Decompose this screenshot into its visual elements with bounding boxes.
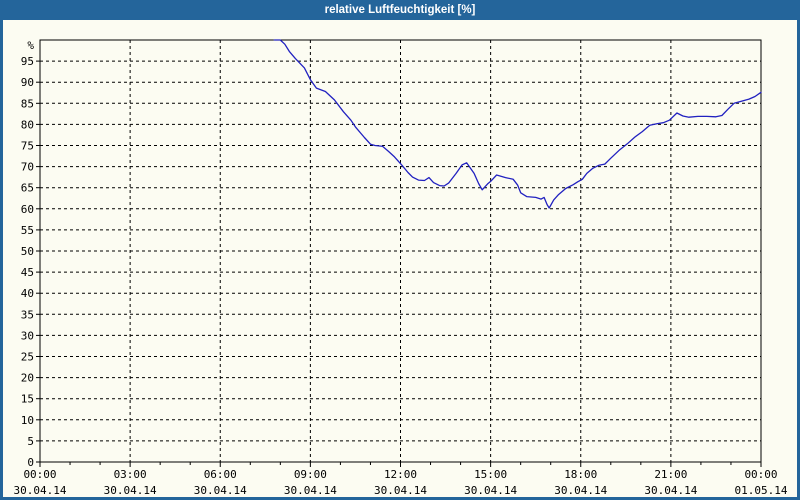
x-axis-date-label: 30.04.14 xyxy=(104,484,157,497)
y-axis-label: 5 xyxy=(27,435,34,448)
x-axis-time-label: 03:00 xyxy=(114,468,147,481)
y-axis-label: 90 xyxy=(21,76,34,89)
x-axis-date-label: 30.04.14 xyxy=(464,484,517,497)
y-axis-label: 35 xyxy=(21,308,34,321)
x-axis-date-label: 30.04.14 xyxy=(14,484,67,497)
y-axis-label: 40 xyxy=(21,287,34,300)
y-axis-label: 80 xyxy=(21,118,34,131)
x-axis-date-label: 30.04.14 xyxy=(554,484,607,497)
x-axis-time-label: 12:00 xyxy=(384,468,417,481)
x-axis-time-label: 06:00 xyxy=(204,468,237,481)
y-axis-label: 25 xyxy=(21,351,34,364)
x-axis-date-label: 30.04.14 xyxy=(374,484,427,497)
x-axis-date-label: 30.04.14 xyxy=(644,484,697,497)
y-axis-label: 65 xyxy=(21,182,34,195)
x-axis-time-label: 15:00 xyxy=(474,468,507,481)
x-axis-date-label: 01.05.14 xyxy=(735,484,788,497)
y-axis-label: 70 xyxy=(21,161,34,174)
x-axis-time-label: 09:00 xyxy=(294,468,327,481)
y-axis-label: 50 xyxy=(21,245,34,258)
chart-title: relative Luftfeuchtigkeit [%] xyxy=(324,4,476,16)
y-axis-label: 30 xyxy=(21,329,34,342)
title-bar: relative Luftfeuchtigkeit [%] xyxy=(0,0,800,20)
y-axis-unit-label: % xyxy=(27,39,34,52)
x-axis-date-label: 30.04.14 xyxy=(284,484,337,497)
y-axis-label: 85 xyxy=(21,97,34,110)
x-axis-time-label: 21:00 xyxy=(654,468,687,481)
chart-svg: 95908580757065605550454035302520151050%0… xyxy=(14,39,788,497)
x-axis-time-label: 00:00 xyxy=(744,468,777,481)
x-axis-date-label: 30.04.14 xyxy=(194,484,247,497)
humidity-line xyxy=(273,39,762,209)
chart-area: 95 90 85 80 75 70 65 60 55 50 45 40 35 30 25 20 15 10 5 0% 0… xyxy=(3,20,797,497)
y-axis-label: 55 xyxy=(21,224,34,237)
y-axis-label: 45 xyxy=(21,266,34,279)
y-axis-label: 15 xyxy=(21,393,34,406)
x-axis-time-label: 00:00 xyxy=(23,468,56,481)
plot-frame xyxy=(39,39,762,463)
y-axis-label: 20 xyxy=(21,372,34,385)
y-axis-label: 60 xyxy=(21,203,34,216)
y-axis-label: 75 xyxy=(21,140,34,153)
y-axis-label: 10 xyxy=(21,414,34,427)
y-axis-label: 0 xyxy=(27,456,34,469)
y-axis-label: 95 xyxy=(21,55,34,68)
x-axis-time-label: 18:00 xyxy=(564,468,597,481)
